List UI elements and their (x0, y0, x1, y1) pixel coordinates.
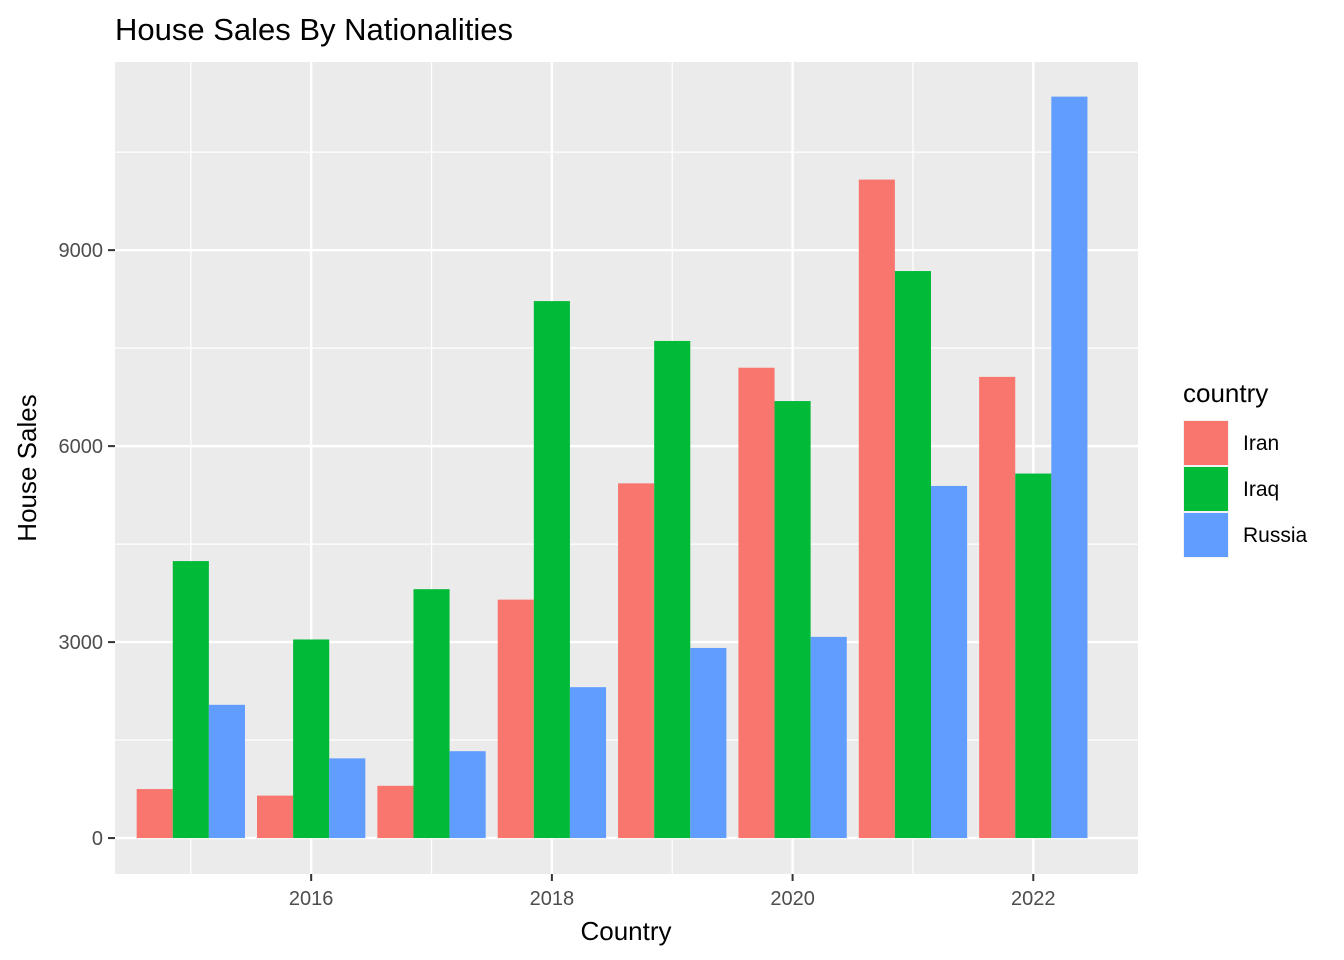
chart-title: House Sales By Nationalities (115, 12, 513, 47)
bar-russia (208, 704, 245, 839)
legend: country Iran Iraq Russia (1183, 378, 1308, 558)
bar-russia (449, 751, 486, 839)
y-tick-label: 6000 (59, 436, 104, 458)
bar-iraq (774, 401, 811, 839)
legend-swatch-iran (1184, 421, 1228, 465)
bar-iran (738, 367, 775, 839)
x-tick-label: 2020 (770, 888, 815, 910)
y-tick-label: 0 (92, 828, 103, 850)
x-tick-label: 2016 (289, 888, 334, 910)
bars (136, 96, 1088, 839)
bar-iraq (894, 271, 931, 839)
x-axis: 2016 2018 2020 2022 (289, 874, 1056, 910)
bar-iraq (293, 639, 330, 839)
legend-label-russia: Russia (1243, 524, 1308, 547)
x-tick-label: 2018 (530, 888, 575, 910)
bar-iran (377, 785, 414, 839)
bar-iran (497, 599, 534, 839)
bar-iraq (533, 301, 570, 839)
x-tick-label: 2022 (1011, 888, 1056, 910)
bar-iraq (172, 561, 209, 839)
bar-iran (257, 795, 294, 839)
bar-iran (979, 376, 1016, 839)
y-tick-label: 9000 (59, 240, 104, 262)
legend-title: country (1183, 378, 1268, 408)
y-axis: 0 3000 6000 9000 (59, 240, 115, 850)
legend-swatch-russia (1184, 513, 1228, 557)
bar-iran (618, 483, 655, 839)
bar-russia (690, 647, 727, 839)
y-axis-title: House Sales (12, 394, 42, 541)
legend-label-iran: Iran (1243, 432, 1279, 455)
bar-iraq (1015, 473, 1052, 839)
bar-russia (810, 636, 847, 839)
bar-iraq (413, 589, 450, 839)
bar-iraq (654, 340, 691, 839)
bar-russia (329, 758, 366, 839)
bar-russia (1051, 96, 1088, 839)
bar-russia (569, 687, 607, 839)
bar-russia (930, 485, 968, 839)
bar-iran (136, 789, 173, 839)
legend-label-iraq: Iraq (1243, 478, 1279, 501)
legend-swatch-iraq (1184, 467, 1228, 511)
x-axis-title: Country (580, 916, 671, 946)
y-tick-label: 3000 (59, 632, 104, 654)
bar-iran (858, 179, 895, 839)
